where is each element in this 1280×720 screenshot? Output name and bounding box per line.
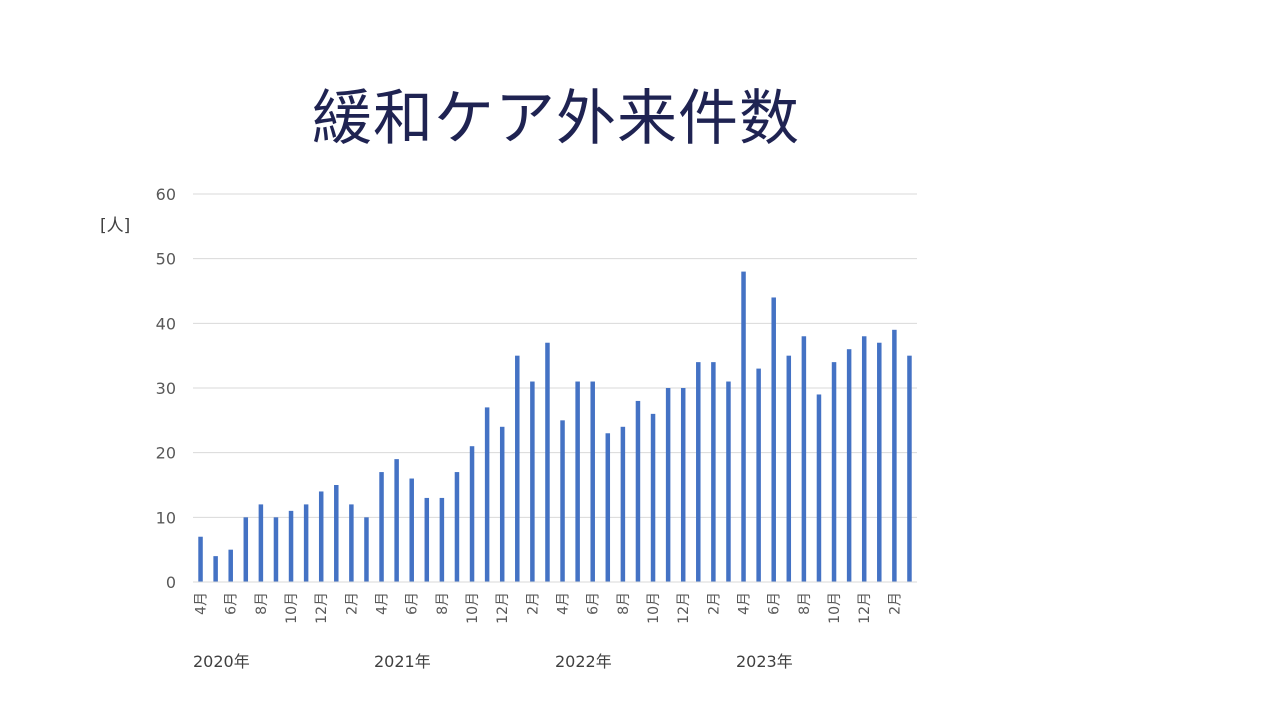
bar bbox=[907, 355, 912, 582]
x-tick-label: 4月 bbox=[737, 592, 753, 615]
bar bbox=[816, 394, 822, 582]
bar bbox=[409, 478, 414, 582]
y-tick-label: 50 bbox=[156, 250, 176, 269]
bar bbox=[680, 388, 686, 582]
year-label: 2022年 bbox=[555, 652, 612, 671]
x-tick-label: 8月 bbox=[616, 592, 632, 615]
bar bbox=[439, 497, 445, 582]
x-tick-label: 6月 bbox=[586, 592, 602, 615]
bar bbox=[590, 381, 595, 582]
bar bbox=[861, 336, 867, 582]
x-tick-label: 12月 bbox=[314, 592, 330, 624]
bar bbox=[258, 504, 264, 582]
bar bbox=[303, 504, 309, 582]
bar bbox=[635, 400, 641, 582]
bar bbox=[665, 388, 671, 582]
x-tick-label: 12月 bbox=[495, 592, 511, 624]
x-tick-label: 2月 bbox=[706, 592, 722, 615]
bar bbox=[605, 433, 611, 582]
bar bbox=[741, 271, 746, 582]
bar bbox=[877, 342, 882, 582]
x-tick-label: 2月 bbox=[525, 592, 541, 615]
bar bbox=[288, 510, 294, 582]
gridlines bbox=[193, 193, 917, 518]
bar bbox=[424, 497, 430, 582]
x-tick-label: 4月 bbox=[375, 592, 391, 615]
bar bbox=[696, 362, 701, 582]
y-tick-label: 10 bbox=[156, 508, 176, 527]
y-tick-label: 0 bbox=[166, 573, 176, 592]
bar bbox=[364, 517, 369, 582]
bar bbox=[650, 413, 656, 582]
bar bbox=[515, 355, 520, 582]
x-tick-label: 6月 bbox=[405, 592, 421, 615]
y-axis-ticks: 0 10 20 30 40 50 60 bbox=[156, 185, 176, 592]
bar bbox=[349, 504, 354, 582]
bar bbox=[711, 362, 716, 582]
bar bbox=[831, 362, 837, 582]
x-tick-label: 6月 bbox=[224, 592, 240, 615]
x-tick-label: 8月 bbox=[254, 592, 270, 615]
bar bbox=[394, 459, 399, 582]
year-label: 2023年 bbox=[736, 652, 793, 671]
y-axis-unit-label: [人] bbox=[100, 216, 130, 236]
bar bbox=[379, 472, 384, 582]
x-tick-label: 10月 bbox=[465, 592, 481, 624]
bar bbox=[334, 485, 339, 582]
bar bbox=[454, 472, 460, 582]
x-tick-label: 4月 bbox=[556, 592, 572, 615]
bar bbox=[469, 446, 475, 582]
x-tick-label: 8月 bbox=[797, 592, 813, 615]
bar bbox=[499, 426, 505, 582]
bar bbox=[620, 426, 626, 582]
bar bbox=[575, 381, 580, 582]
bar bbox=[756, 368, 761, 582]
bar bbox=[273, 517, 279, 582]
bar bbox=[228, 549, 233, 582]
x-axis-ticks: 4月 6月 8月 10月 12月 2月 4月 6月 8月 10月 12月 2月 4月 6月 8月 10月 12月… bbox=[194, 592, 904, 624]
bar bbox=[771, 297, 776, 582]
bar bbox=[801, 336, 807, 582]
x-tick-label: 2月 bbox=[887, 592, 903, 615]
bar bbox=[560, 420, 565, 582]
bar bbox=[892, 329, 897, 582]
year-labels: 2020年 2021年 2022年 2023年 bbox=[193, 652, 793, 671]
x-tick-label: 10月 bbox=[827, 592, 843, 624]
bar bbox=[198, 536, 203, 582]
y-tick-label: 60 bbox=[156, 185, 176, 204]
x-tick-label: 8月 bbox=[435, 592, 451, 615]
bar bbox=[213, 556, 218, 582]
x-tick-label: 2月 bbox=[344, 592, 360, 615]
x-tick-label: 12月 bbox=[676, 592, 692, 624]
bar bbox=[545, 342, 550, 582]
year-label: 2021年 bbox=[374, 652, 431, 671]
bars bbox=[198, 271, 912, 582]
bar bbox=[530, 381, 535, 582]
bar bbox=[846, 349, 852, 582]
x-tick-label: 12月 bbox=[857, 592, 873, 624]
bar bbox=[786, 355, 792, 582]
slide-title: 緩和ケア外来件数 bbox=[312, 84, 800, 154]
bar bbox=[243, 517, 249, 582]
x-tick-label: 10月 bbox=[284, 592, 300, 624]
y-tick-label: 40 bbox=[156, 314, 176, 333]
bar bbox=[318, 491, 324, 582]
x-tick-label: 4月 bbox=[194, 592, 210, 615]
year-label: 2020年 bbox=[193, 652, 250, 671]
x-tick-label: 10月 bbox=[646, 592, 662, 624]
bar bbox=[484, 407, 490, 582]
y-tick-label: 30 bbox=[156, 379, 176, 398]
bar bbox=[726, 381, 731, 582]
x-tick-label: 6月 bbox=[767, 592, 783, 615]
y-tick-label: 20 bbox=[156, 444, 176, 463]
